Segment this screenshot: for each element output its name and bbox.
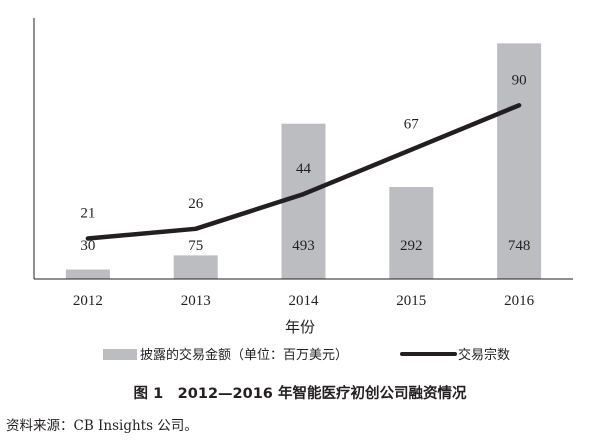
line-value-labels: 21 26 44 67 90: [80, 72, 526, 221]
x-tick-label-2012: 2012: [73, 293, 103, 309]
x-tick-label-2015: 2015: [396, 293, 426, 309]
bar-value-label-2013: 75: [188, 238, 203, 254]
bar-value-label-2012: 30: [80, 238, 95, 254]
line-layer: [85, 103, 522, 241]
line-value-label-2015: 67: [404, 117, 420, 133]
legend: 披露的交易金额（单位：百万美元） 交易宗数: [103, 347, 510, 363]
bar-2014: [281, 123, 326, 279]
bar-2016: [497, 43, 542, 279]
legend-line-label: 交易宗数: [458, 347, 510, 363]
figure-source: 资料来源：CB Insights 公司。: [6, 418, 198, 434]
bars-layer: [65, 43, 542, 279]
figure-caption: 图 1 2012—2016 年智能医疗初创公司融资情况: [133, 386, 467, 402]
line-value-label-2016: 90: [512, 72, 527, 88]
x-tick-label-2013: 2013: [181, 293, 211, 309]
line-value-label-2014: 44: [296, 161, 312, 177]
bar-value-label-2016: 748: [508, 238, 531, 254]
legend-bar-label: 披露的交易金额（单位：百万美元）: [140, 347, 348, 363]
x-axis-title: 年份: [285, 318, 315, 336]
line-value-label-2013: 26: [188, 196, 204, 212]
x-tick-label-2016: 2016: [504, 293, 535, 309]
bar-value-labels: 30 75 493 292 748: [80, 238, 530, 254]
x-tick-label-2014: 2014: [289, 293, 320, 309]
bar-2012: [65, 269, 110, 279]
line-value-label-2012: 21: [80, 205, 95, 221]
bar-value-label-2015: 292: [400, 238, 423, 254]
legend-bar-swatch: [103, 349, 137, 360]
bar-2013: [173, 255, 218, 279]
bar-2015: [389, 187, 434, 279]
x-tick-labels: 2012 2013 2014 2015 2016: [73, 293, 535, 309]
bar-value-label-2014: 493: [292, 238, 315, 254]
